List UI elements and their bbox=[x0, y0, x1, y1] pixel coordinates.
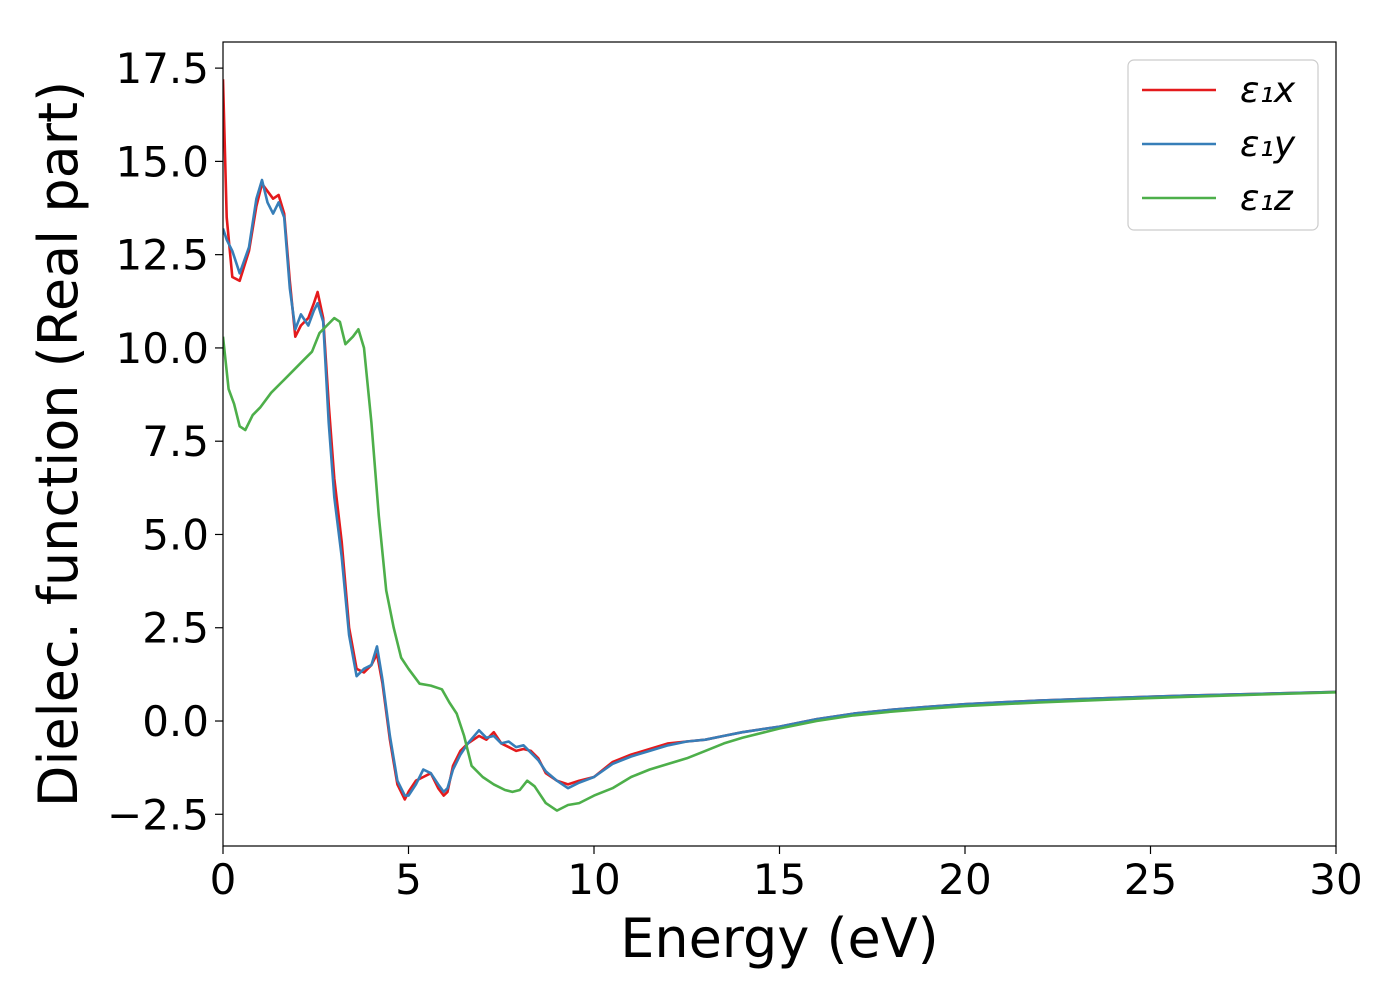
legend-label: ε₁y bbox=[1240, 124, 1296, 165]
series-line-3 bbox=[223, 316, 1336, 812]
y-tick-label: −2.5 bbox=[107, 790, 209, 839]
legend-box bbox=[1127, 59, 1319, 231]
y-axis-label: Dielec. function (Real part) bbox=[27, 81, 90, 807]
y-tick-label: 2.5 bbox=[142, 604, 209, 653]
x-tick-label: 30 bbox=[1309, 855, 1362, 904]
plot-area bbox=[223, 79, 1336, 812]
y-tick-label: 5.0 bbox=[142, 510, 209, 559]
y-axis: −2.5 0.0 2.5 5.0 7.5 10.0 12.5 15.0 17.5 bbox=[107, 44, 223, 839]
legend: ε₁x ε₁y ε₁z bbox=[1127, 59, 1319, 231]
y-tick-label: 12.5 bbox=[115, 231, 209, 280]
x-tick-label: 5 bbox=[395, 855, 422, 904]
y-tick-label: 0.0 bbox=[142, 697, 209, 746]
x-axis-label: Energy (eV) bbox=[620, 907, 939, 970]
legend-label: ε₁x bbox=[1240, 70, 1296, 111]
y-tick-label: 7.5 bbox=[142, 417, 209, 466]
x-tick-label: 15 bbox=[753, 855, 806, 904]
legend-label: ε₁z bbox=[1240, 178, 1294, 219]
x-axis: 0 5 10 15 20 25 30 bbox=[210, 846, 1363, 904]
y-tick-label: 17.5 bbox=[115, 44, 209, 93]
series-line-2 bbox=[223, 178, 1336, 797]
y-tick-label: 10.0 bbox=[115, 324, 209, 373]
x-tick-label: 0 bbox=[210, 855, 237, 904]
x-tick-label: 25 bbox=[1124, 855, 1177, 904]
y-tick-label: 15.0 bbox=[115, 137, 209, 186]
x-tick-label: 10 bbox=[567, 855, 620, 904]
x-tick-label: 20 bbox=[938, 855, 991, 904]
